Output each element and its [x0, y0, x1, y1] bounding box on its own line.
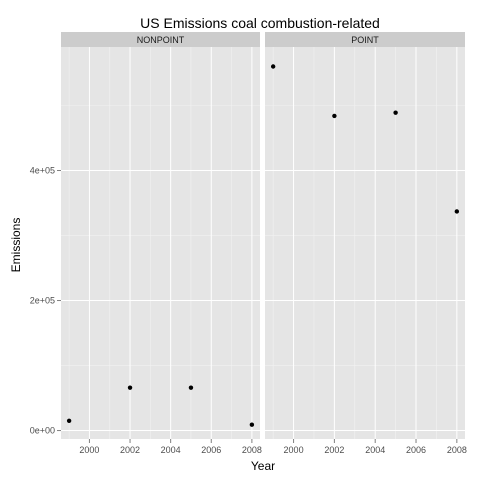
panel-background [61, 47, 260, 439]
facets-layer: NONPOINT 2000 2002 2004 2006 2008 POINT 2000 200… [30, 32, 467, 455]
facet-panel-nonpoint: NONPOINT 2000 2002 2004 2006 2008 [61, 32, 262, 455]
x-tick-label: 2002 [324, 445, 344, 455]
data-point [249, 422, 255, 427]
y-tick-label: 4e+05 [30, 166, 55, 176]
data-point [127, 385, 133, 390]
data-point [270, 64, 276, 69]
chart-title: US Emissions coal combustion-related [140, 15, 380, 31]
facet-strip [61, 32, 260, 47]
facet-panel-point: POINT 2000 2002 2004 2006 2008 [265, 32, 467, 455]
x-tick-label: 2000 [79, 445, 99, 455]
data-point [66, 418, 72, 423]
x-tick-label: 2006 [201, 445, 221, 455]
data-point [454, 209, 460, 214]
facet-strip-label: NONPOINT [137, 35, 185, 45]
x-axis-title: Year [251, 459, 275, 473]
y-tick-label: 2e+05 [30, 296, 55, 306]
x-tick-label: 2004 [365, 445, 385, 455]
data-point [188, 385, 194, 390]
x-tick-label: 2004 [161, 445, 181, 455]
x-tick-label: 2006 [406, 445, 426, 455]
x-tick-label: 2008 [447, 445, 467, 455]
facet-strip-label: POINT [351, 35, 379, 45]
panel-background [265, 47, 465, 439]
x-tick-label: 2000 [284, 445, 304, 455]
data-point [332, 113, 337, 119]
y-axis-title: Emissions [9, 218, 23, 273]
x-tick-label: 2002 [120, 445, 140, 455]
x-tick-label: 2008 [242, 445, 262, 455]
data-point [393, 110, 398, 115]
facet-strip [265, 32, 465, 47]
y-tick-label: 0e+00 [30, 426, 55, 436]
